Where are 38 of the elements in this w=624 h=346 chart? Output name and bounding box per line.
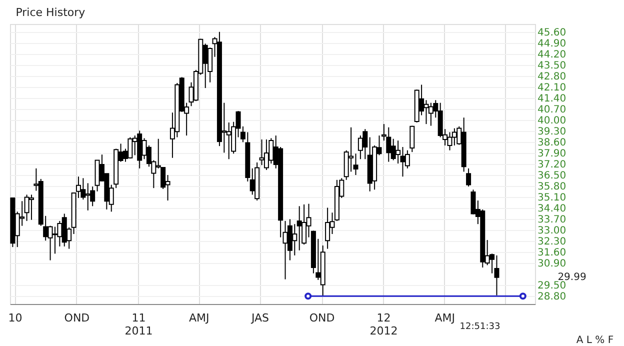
candlestick xyxy=(410,125,415,153)
y-tick-label: 42.10 xyxy=(538,82,566,94)
y-tick-label: 35.80 xyxy=(538,182,566,193)
y-tick-label: 37.90 xyxy=(538,148,566,160)
x-tick-label: OND xyxy=(309,312,335,324)
y-tick-label: 45.60 xyxy=(538,27,566,38)
y-tick-label: 40.70 xyxy=(538,104,566,116)
y-tick-label: 39.30 xyxy=(538,126,566,138)
x-tick-label: 10 xyxy=(8,312,22,324)
candlestick xyxy=(28,194,34,220)
y-tick-label: 37.20 xyxy=(538,160,566,170)
y-tick-label: 32.30 xyxy=(538,236,566,248)
x-tick-label: AMJ xyxy=(189,312,210,324)
x-tick-label: AMJ xyxy=(434,312,455,324)
x-tick-label: OND xyxy=(64,312,90,324)
y-tick-label: 33.70 xyxy=(538,214,566,226)
chart-title: Price History xyxy=(16,6,86,19)
text: A L % F xyxy=(576,335,614,346)
y-tick-label: 40.00 xyxy=(538,115,566,126)
y-tick-label: 41.40 xyxy=(538,93,566,104)
y-tick-label: 44.90 xyxy=(538,38,566,50)
y-tick-label: 36.50 xyxy=(538,170,566,182)
y-tick-label: 34.40 xyxy=(538,204,566,215)
y-tick-label: 33.00 xyxy=(538,226,566,237)
y-tick-label: 30.90 xyxy=(538,258,566,270)
x-tick-label: JAS xyxy=(250,312,270,324)
y-tick-label: 38.60 xyxy=(538,137,566,148)
y-tick-label: 42.80 xyxy=(538,71,566,82)
y-tick-label: 43.50 xyxy=(538,60,566,72)
y-tick-label: 31.60 xyxy=(538,248,566,259)
x-tick-label: 11 2011 xyxy=(124,312,153,338)
y-tick-label: 28.80 xyxy=(538,292,566,303)
text: 12:51:33 xyxy=(460,322,500,332)
y-tick-label: 29.50 xyxy=(538,280,566,292)
y-tick-label: 35.10 xyxy=(538,192,566,204)
candlestick xyxy=(466,168,472,187)
y-tick-label: 44.20 xyxy=(538,49,566,60)
x-tick-label: 12 2012 xyxy=(370,312,398,338)
